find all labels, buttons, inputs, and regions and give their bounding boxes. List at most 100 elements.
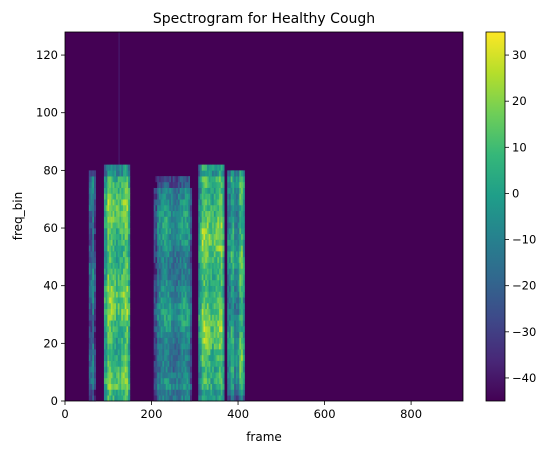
spectrogram-cell	[122, 199, 125, 206]
spectrogram-cell	[222, 360, 225, 367]
spectrogram-cell	[179, 181, 182, 188]
spectrogram-cell	[93, 308, 97, 315]
colorbar-tick-label: −10	[512, 233, 536, 247]
spectrogram-cell	[124, 251, 127, 258]
spectrogram-cell	[237, 245, 240, 252]
spectrogram-cell	[124, 268, 127, 275]
spectrogram-cell	[188, 256, 191, 263]
spectrogram-cell	[119, 291, 122, 298]
spectrogram-cell	[160, 320, 163, 327]
spectrogram-cell	[227, 302, 230, 310]
spectrogram-cell	[174, 233, 177, 240]
spectrogram-cell	[217, 187, 220, 194]
spectrogram-cell	[128, 176, 131, 183]
spectrogram-cell	[217, 222, 220, 229]
spectrogram-cell	[234, 170, 237, 177]
spectrogram-cell	[124, 395, 127, 402]
spectrogram-cell	[186, 366, 189, 373]
spectrogram-cell	[128, 302, 131, 310]
spectrogram-cell	[234, 349, 237, 356]
spectrogram-cell	[235, 302, 238, 310]
spectrogram-cell	[128, 204, 131, 212]
spectrogram-cell	[241, 320, 244, 327]
spectrogram-cell	[184, 239, 187, 246]
spectrogram-cell	[105, 326, 108, 333]
spectrogram-cell	[105, 395, 108, 402]
spectrogram-cell	[158, 297, 161, 304]
spectrogram-cell	[170, 383, 174, 390]
spectrogram-cell	[162, 216, 165, 223]
spectrogram-cell	[109, 349, 112, 356]
spectrogram-cell	[88, 337, 91, 344]
spectrogram-cell	[227, 245, 230, 252]
spectrogram-cell	[177, 233, 180, 240]
spectrogram-cell	[116, 279, 119, 286]
spectrogram-cell	[210, 164, 213, 171]
spectrogram-cell	[110, 308, 113, 315]
spectrogram-cell	[157, 285, 160, 292]
spectrogram-cell	[105, 170, 108, 177]
spectrogram-cell	[114, 233, 117, 240]
spectrogram-cell	[110, 164, 113, 171]
spectrogram-cell	[90, 377, 93, 385]
spectrogram-cell	[230, 279, 233, 286]
spectrogram-cell	[184, 216, 187, 223]
spectrogram-cell	[177, 383, 180, 390]
spectrogram-cell	[110, 314, 113, 321]
spectrogram-cell	[119, 383, 122, 390]
spectrogram-cell	[186, 372, 189, 379]
spectrogram-cell	[126, 222, 129, 229]
spectrogram-cell	[190, 389, 193, 396]
spectrogram-cell	[241, 343, 244, 350]
spectrogram-cell	[176, 268, 179, 275]
spectrogram-cell	[179, 349, 182, 356]
spectrogram-cell	[241, 337, 244, 344]
spectrogram-cell	[232, 216, 235, 223]
spectrogram-cell	[235, 245, 238, 252]
spectrogram-cell	[213, 256, 216, 263]
spectrogram-cell	[188, 222, 191, 229]
spectrogram-cell	[241, 233, 244, 240]
spectrogram-cell	[181, 233, 184, 240]
spectrogram-cell	[114, 360, 117, 367]
spectrogram-cell	[205, 251, 208, 258]
spectrogram-cell	[174, 193, 177, 200]
spectrogram-cell	[114, 320, 117, 327]
spectrogram-cell	[172, 176, 175, 183]
spectrogram-cell	[203, 285, 206, 292]
spectrogram-cell	[206, 314, 209, 321]
spectrogram-cell	[169, 320, 172, 327]
spectrogram-cell	[242, 372, 245, 379]
spectrogram-cell	[179, 210, 182, 217]
spectrogram-cell	[90, 337, 93, 344]
spectrogram-cell	[179, 251, 182, 258]
spectrogram-cell	[220, 360, 223, 367]
spectrogram-cell	[119, 366, 122, 373]
spectrogram-cell	[203, 297, 206, 304]
spectrogram-cell	[203, 222, 206, 229]
spectrogram-cell	[179, 187, 182, 194]
spectrogram-cell	[230, 204, 233, 212]
spectrogram-cell	[203, 164, 206, 171]
spectrogram-cell	[126, 176, 129, 183]
spectrogram-cell	[172, 326, 175, 333]
spectrogram-cell	[165, 181, 168, 188]
spectrogram-cell	[92, 372, 95, 379]
spectrogram-segment	[88, 170, 97, 402]
spectrogram-cell	[122, 181, 125, 188]
spectrogram-cell	[237, 181, 240, 188]
spectrogram-cell	[184, 256, 187, 263]
spectrogram-cell	[160, 383, 163, 390]
spectrogram-cell	[239, 337, 242, 344]
spectrogram-cell	[105, 314, 108, 321]
spectrogram-cell	[190, 239, 193, 246]
spectrogram-cell	[242, 187, 245, 194]
spectrogram-cell	[172, 360, 175, 367]
spectrogram-cell	[181, 210, 184, 217]
spectrogram-cell	[184, 372, 187, 379]
spectrogram-cell	[103, 383, 106, 390]
spectrogram-cell	[169, 354, 172, 361]
spectrogram-cell	[157, 256, 160, 263]
spectrogram-cell	[119, 193, 122, 200]
spectrogram-cell	[203, 326, 206, 333]
